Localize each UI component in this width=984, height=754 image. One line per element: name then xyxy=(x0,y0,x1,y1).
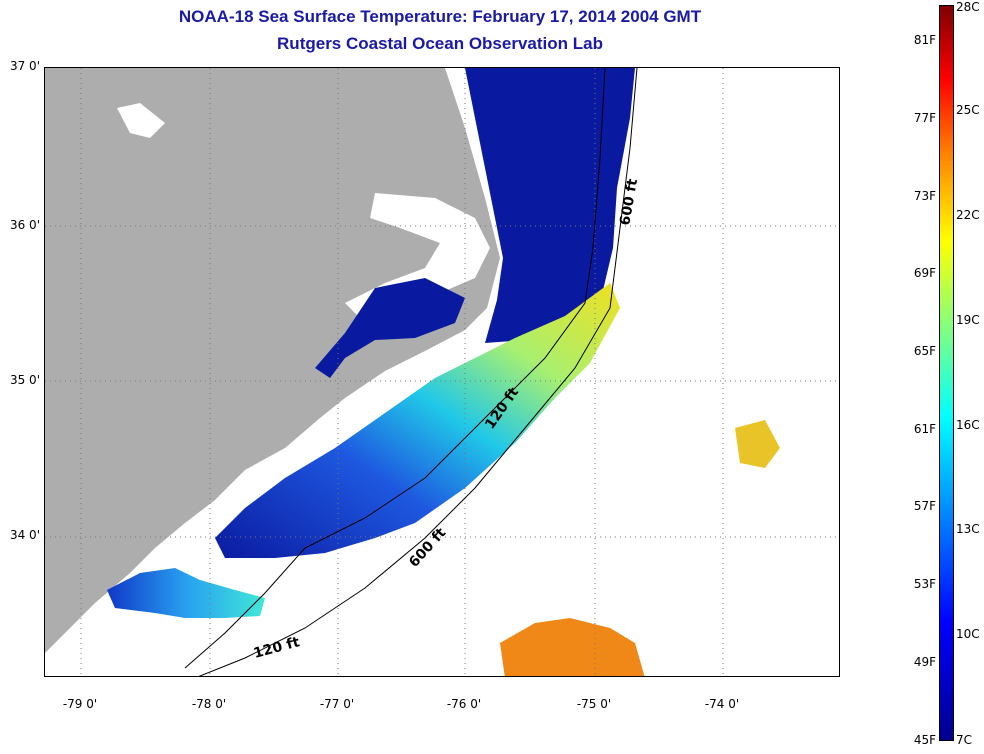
coastal-plume xyxy=(215,283,620,558)
lon-label: -76 0' xyxy=(446,697,482,711)
colorbar-c-label: 16C xyxy=(956,418,980,432)
lat-label: 34 0' xyxy=(9,528,40,542)
sst-map: 600 ft 600 ft 120 ft 120 ft xyxy=(44,67,840,677)
colorbar-c-label: 19C xyxy=(956,313,980,327)
warm-patch-mid xyxy=(735,420,780,468)
graticule xyxy=(45,68,839,676)
colorbar-c-label: 10C xyxy=(956,627,980,641)
colorbar-f-label: 81F xyxy=(913,33,936,47)
colorbar-f-label: 69F xyxy=(913,266,936,280)
colorbar-f-label: 57F xyxy=(913,499,936,513)
map-subtitle: Rutgers Coastal Ocean Observation Lab xyxy=(277,34,603,53)
colorbar-c-label: 13C xyxy=(956,522,980,536)
lon-label: -79 0' xyxy=(62,697,98,711)
isobath-label-600-north: 600 ft xyxy=(617,177,641,226)
land-mass xyxy=(45,68,500,653)
colorbar-c-label: 25C xyxy=(956,103,980,117)
colorbar-c-label: 28C xyxy=(956,0,980,14)
cold-water-north xyxy=(465,68,635,343)
isobath-label-120-south: 120 ft xyxy=(252,634,302,662)
lat-label: 36 0' xyxy=(9,218,40,232)
colorbar-f-label: 65F xyxy=(913,344,936,358)
colorbar-f-label: 77F xyxy=(913,111,936,125)
colorbar-c-label: 7C xyxy=(956,733,973,747)
colorbar-f-label: 73F xyxy=(913,189,936,203)
lon-label: -75 0' xyxy=(576,697,612,711)
lon-label: -74 0' xyxy=(704,697,740,711)
cold-water-south xyxy=(107,568,265,618)
cold-water-sound xyxy=(315,278,465,378)
lat-label: 37 0' xyxy=(9,59,40,73)
colorbar-c-label: 22C xyxy=(956,208,980,222)
warm-patch-south xyxy=(500,618,645,676)
isobath-120ft xyxy=(184,68,606,669)
colorbar-f-label: 49F xyxy=(913,655,936,669)
lat-label: 35 0' xyxy=(9,373,40,387)
colorbar-f-label: 61F xyxy=(913,422,936,436)
colorbar-f-label: 53F xyxy=(913,577,936,591)
lon-label: -77 0' xyxy=(319,697,355,711)
lon-label: -78 0' xyxy=(191,697,227,711)
temperature-colorbar xyxy=(939,5,954,741)
inland-lake xyxy=(117,103,165,138)
map-title: NOAA-18 Sea Surface Temperature: Februar… xyxy=(178,7,702,26)
isobath-600ft xyxy=(198,68,638,676)
colorbar-f-label: 45F xyxy=(913,733,936,747)
